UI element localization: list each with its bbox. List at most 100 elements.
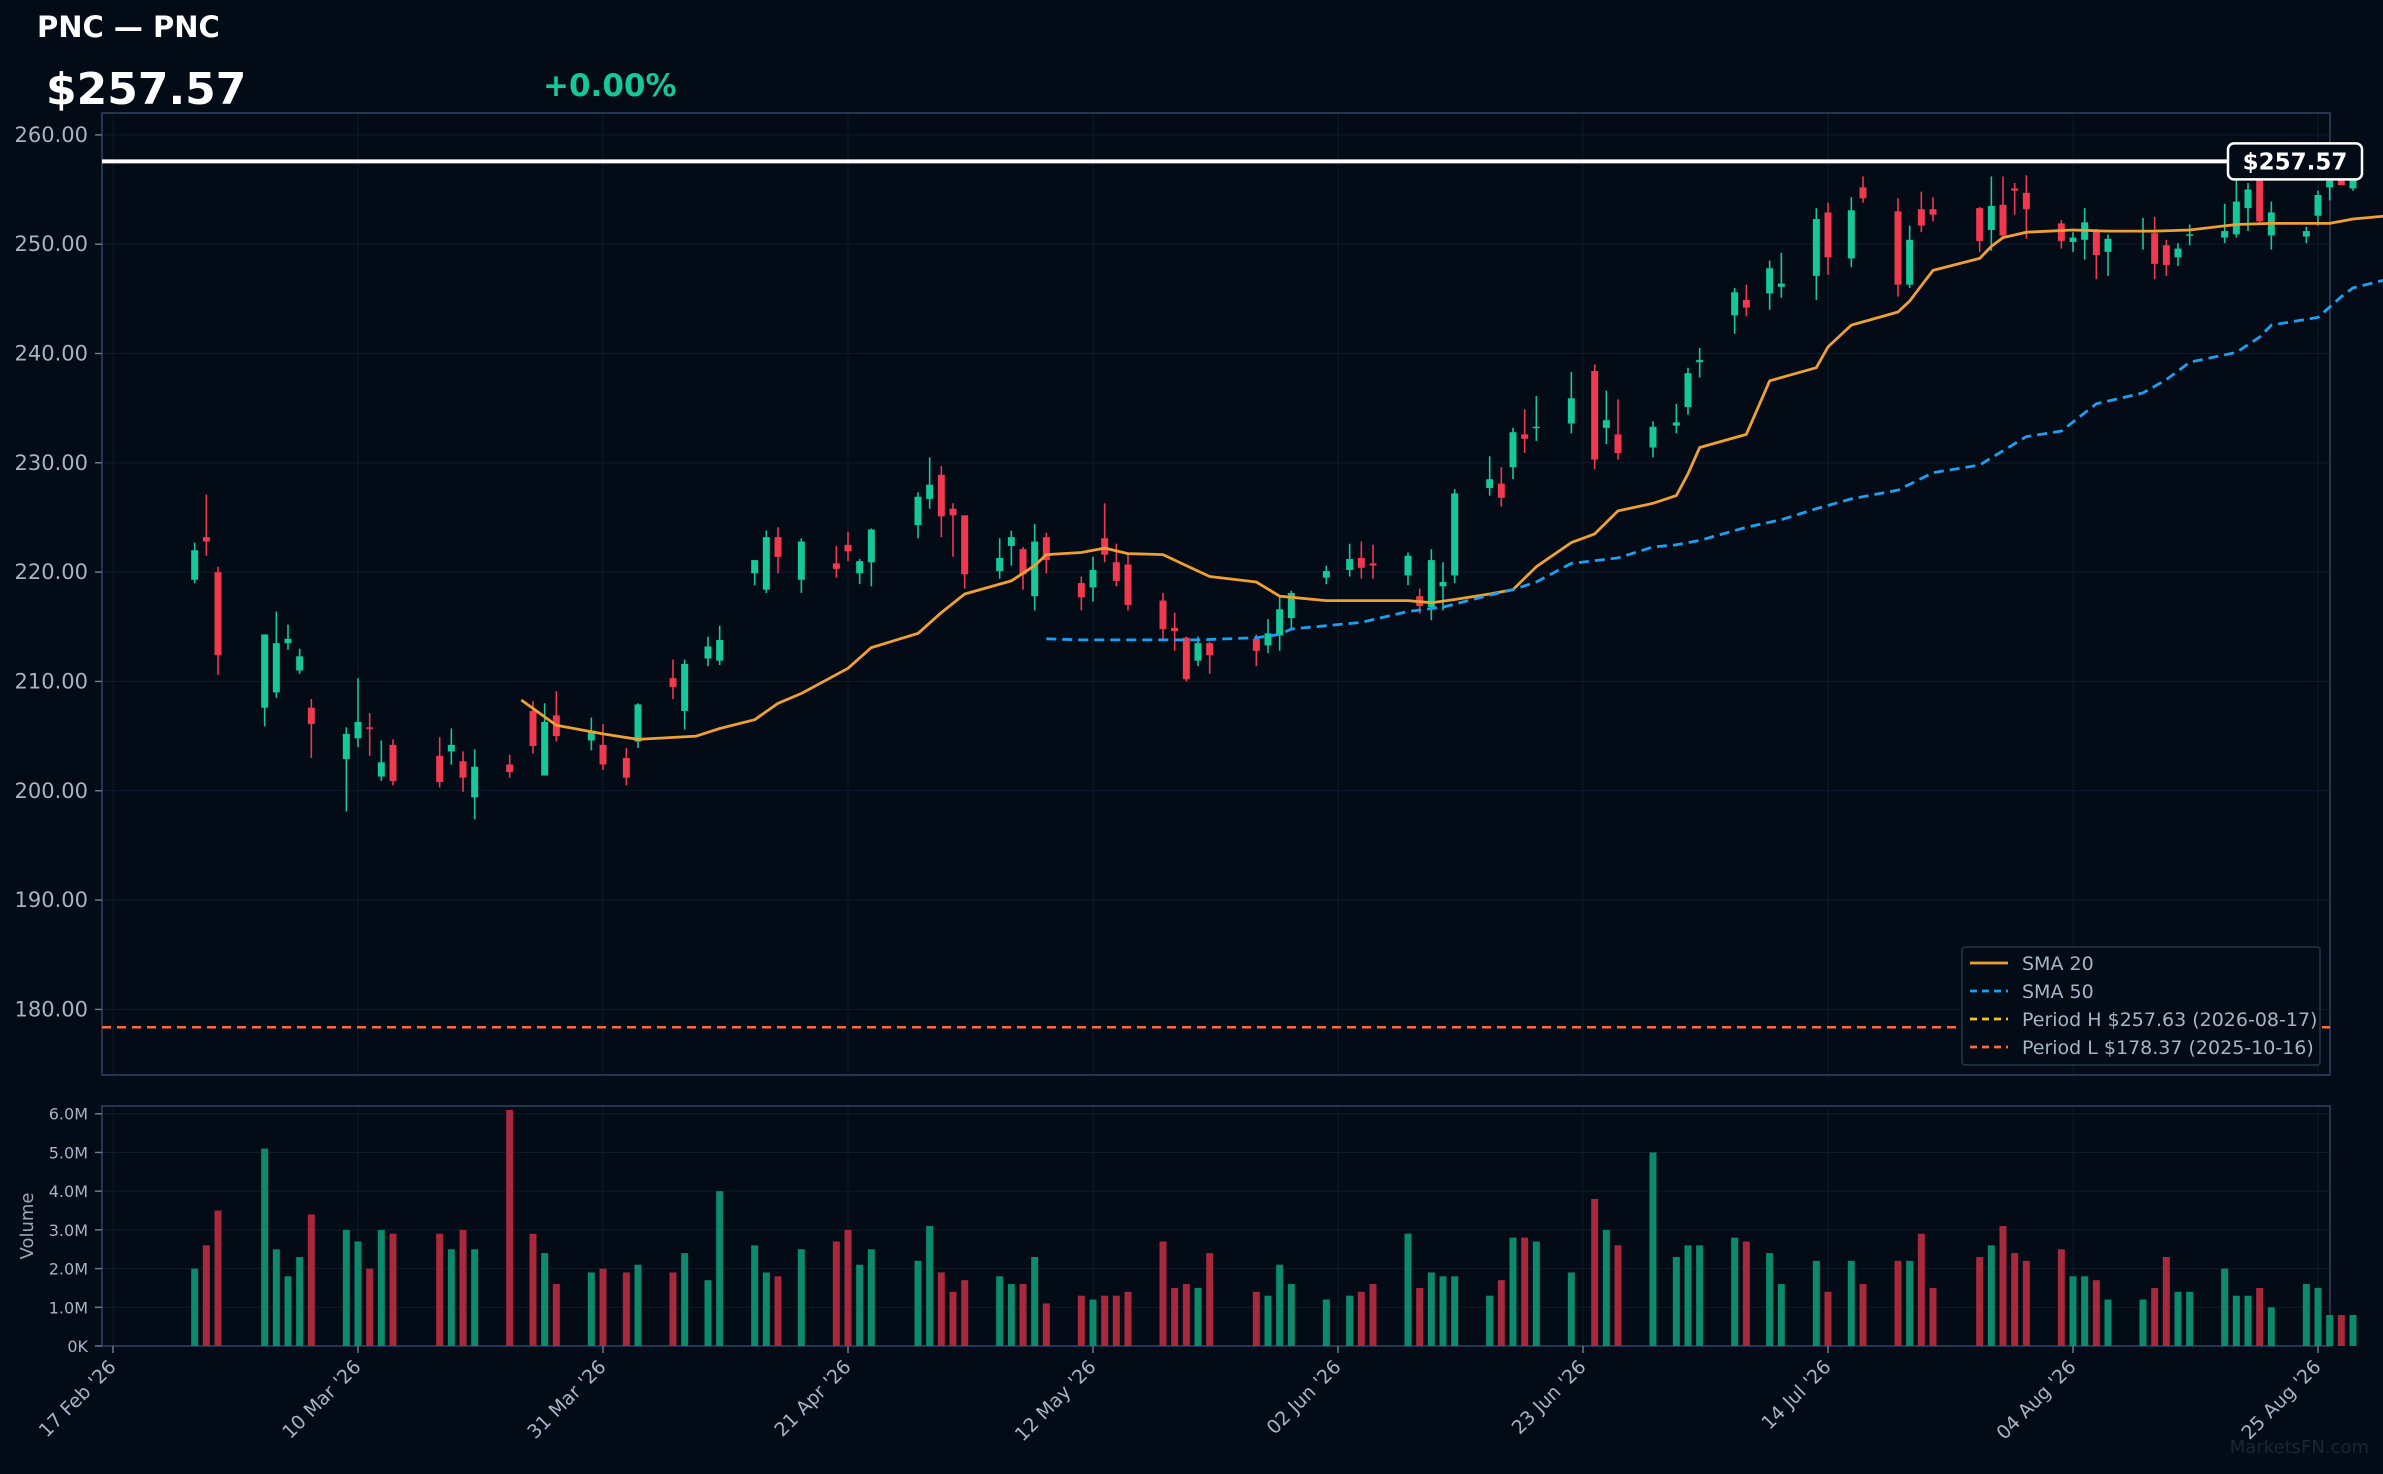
volume-bar xyxy=(937,1272,945,1346)
volume-bar xyxy=(1824,1291,1832,1346)
volume-bar xyxy=(1264,1295,1272,1346)
volume-bar xyxy=(1614,1245,1622,1346)
price-axis: 180.00 190.00 200.00 210.00 220.00 230.00 240.… xyxy=(15,123,102,1021)
candle-body xyxy=(1684,373,1692,408)
volume-bar xyxy=(1509,1237,1517,1346)
sma-lines xyxy=(520,214,2383,741)
legend-label-sma20: SMA 20 xyxy=(2022,953,2094,975)
legend-box xyxy=(1961,946,2321,1066)
volume-bar xyxy=(1591,1198,1599,1346)
candle-body xyxy=(1532,426,1540,429)
candle-body xyxy=(1847,210,1855,259)
x-tick-label: 10 Mar '26 xyxy=(278,1356,365,1443)
candle-body xyxy=(1287,592,1295,619)
x-tick-label: 31 Mar '26 xyxy=(523,1356,610,1443)
volume-tick-label: 3.0M xyxy=(49,1221,88,1240)
volume-bar xyxy=(1486,1295,1494,1346)
volume-bar xyxy=(1182,1284,1190,1346)
volume-bar xyxy=(1684,1245,1692,1346)
candle-body xyxy=(1777,283,1785,287)
candle-body xyxy=(1929,209,1937,215)
volume-bar xyxy=(2104,1299,2112,1346)
candle-body xyxy=(669,678,677,687)
candle-body xyxy=(1089,569,1097,588)
candle-body xyxy=(1077,583,1085,598)
candle-body xyxy=(261,634,269,708)
volume-bar xyxy=(2139,1299,2147,1346)
volume-bar xyxy=(1649,1152,1657,1346)
volume-bar xyxy=(1206,1253,1214,1346)
volume-bar xyxy=(1929,1287,1937,1346)
volume-bar xyxy=(844,1229,852,1346)
price-tick-label: 210.00 xyxy=(15,669,88,693)
candle-body xyxy=(529,710,537,746)
candle-body xyxy=(1031,541,1039,597)
volume-tick-label: 1.0M xyxy=(49,1298,88,1317)
volume-bar xyxy=(1031,1256,1039,1346)
candle-body xyxy=(704,646,712,659)
volume-bar xyxy=(1171,1287,1179,1346)
volume-bar xyxy=(832,1241,840,1346)
candle-body xyxy=(2011,188,2019,191)
volume-bar xyxy=(1322,1299,1330,1346)
candle-body xyxy=(1182,637,1190,680)
volume-bar xyxy=(1112,1295,1120,1346)
volume-tick-label: 6.0M xyxy=(49,1105,88,1124)
candle-body xyxy=(1521,434,1529,439)
candle-body xyxy=(307,707,315,725)
candle-body xyxy=(1696,360,1704,363)
candle-body xyxy=(926,484,934,499)
volume-bar xyxy=(2244,1295,2252,1346)
volume-bar xyxy=(1906,1260,1914,1346)
candles xyxy=(191,155,2357,820)
volume-bar xyxy=(1346,1295,1354,1346)
volume-axis: 0K 1.0M 2.0M 3.0M 4.0M 5.0M 6.0M xyxy=(49,1105,102,1356)
volume-bar xyxy=(2326,1315,2334,1346)
candle-body xyxy=(342,733,350,760)
candle-body xyxy=(914,496,922,526)
candle-body xyxy=(202,537,210,542)
price-tick-label: 180.00 xyxy=(15,997,88,1021)
candle-body xyxy=(622,757,630,778)
volume-bar xyxy=(202,1245,210,1346)
volume-bar xyxy=(389,1233,397,1346)
candle-body xyxy=(1252,638,1260,651)
candle-body xyxy=(1672,422,1680,426)
volume-tick-label: 0K xyxy=(67,1337,88,1356)
volume-tick-label: 4.0M xyxy=(49,1182,88,1201)
volume-tick-label: 5.0M xyxy=(49,1143,88,1162)
candle-body xyxy=(1766,268,1774,294)
candle-body xyxy=(949,508,957,516)
candle-body xyxy=(2104,238,2112,252)
last-price-badge xyxy=(2226,142,2364,181)
last-price-line: $257.57 xyxy=(102,142,2364,181)
candle-body xyxy=(459,761,467,778)
chart-title: PNC — PNC xyxy=(37,10,220,44)
candle-body xyxy=(366,727,374,729)
volume-bar xyxy=(1124,1291,1132,1346)
volume-bar xyxy=(2314,1287,2322,1346)
x-tick-label: 04 Aug '26 xyxy=(1992,1356,2080,1444)
volume-bar xyxy=(261,1148,269,1346)
candle-body xyxy=(1264,633,1272,646)
volume-bar xyxy=(1357,1291,1365,1346)
candle-body xyxy=(1509,432,1517,468)
candle-body xyxy=(354,721,362,739)
volume-bar xyxy=(961,1280,969,1346)
volume-bar xyxy=(2022,1260,2030,1346)
volume-bar xyxy=(2337,1315,2345,1346)
candle-body xyxy=(1497,483,1505,498)
volume-bar xyxy=(2151,1287,2159,1346)
candle-body xyxy=(2057,223,2065,241)
volume-bar xyxy=(1999,1226,2007,1346)
volume-bar xyxy=(762,1272,770,1346)
volume-bar xyxy=(1812,1260,1820,1346)
volume-bar xyxy=(1439,1276,1447,1346)
volume-bar xyxy=(354,1241,362,1346)
volume-bar xyxy=(1194,1287,1202,1346)
price-tick-label: 240.00 xyxy=(15,342,88,366)
volume-bar xyxy=(681,1253,689,1346)
x-tick-label: 23 Jun '26 xyxy=(1508,1356,1591,1439)
x-tick-label: 02 Jun '26 xyxy=(1263,1356,1346,1439)
